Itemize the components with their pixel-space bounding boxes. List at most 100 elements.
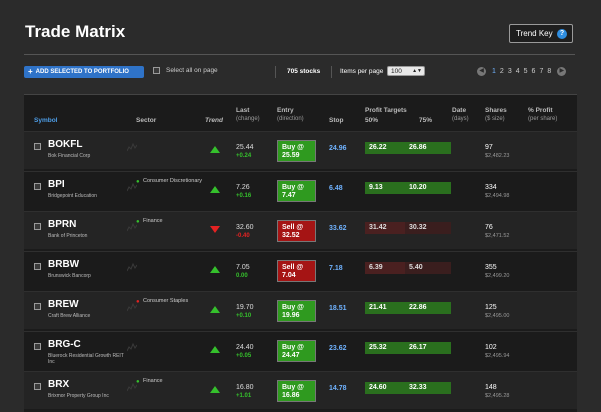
profit-target-75: 26.17 [405,342,451,354]
shares-dollar-size: $2,495.94 [485,353,510,359]
row-checkbox[interactable] [34,183,41,190]
page-link-1[interactable]: 1 [492,68,496,75]
symbol-link[interactable]: BOKFL [48,139,83,150]
prev-page-icon[interactable]: ◀ [477,67,486,76]
col-last[interactable]: Last (change) [236,107,260,123]
stop-price: 33.62 [329,225,347,232]
sector-cell: ● Finance [136,378,206,385]
symbol-link[interactable]: BRG-C [48,339,81,350]
items-per-page-label: Items per page [340,68,384,75]
sector-cell: ● Consumer Staples [136,298,206,305]
price-change: +0.24 [236,153,252,159]
last-price: 25.44 [236,144,254,151]
profit-target-75: 32.33 [405,382,451,394]
sector-cell: ● Finance [136,218,206,225]
col-trend[interactable]: Trend [205,117,223,124]
profit-target-50: 21.41 [365,302,405,314]
shares-dollar-size: $2,495.00 [485,313,510,319]
price-change: -0.40 [236,233,250,239]
page-link-8[interactable]: 8 [547,68,552,75]
stop-price: 6.48 [329,185,343,192]
shares-dollar-size: $2,494.98 [485,193,510,199]
add-to-portfolio-button[interactable]: + ADD SELECTED TO PORTFOLIO [24,66,144,78]
col-date[interactable]: Date (days) [452,107,469,123]
row-checkbox[interactable] [34,143,41,150]
stop-price: 18.51 [329,305,347,312]
page-link-5[interactable]: 5 [523,68,528,75]
items-per-page-select[interactable]: 100 ▲▼ [387,66,425,76]
stop-price: 23.62 [329,345,347,352]
select-all-control[interactable]: Select all on page [153,67,218,74]
col-pct-profit-label: % Profit [528,107,553,114]
symbol-link[interactable]: BPRN [48,219,77,230]
shares-count: 355 [485,264,497,271]
row-checkbox[interactable] [34,303,41,310]
sector-label: Finance [143,378,163,384]
col-pt50[interactable]: 50% [365,117,379,124]
company-name: Bok Financial Corp [48,153,91,159]
price-change: 0.00 [236,273,248,279]
next-page-icon[interactable]: ▶ [557,67,567,76]
stock-count: 705 stocks [287,68,321,75]
symbol-link[interactable]: BPI [48,179,65,190]
table-row[interactable]: BOKFL Bok Financial Corp 25.44 +0.24 Buy… [24,131,577,169]
shares-dollar-size: $2,499.20 [485,273,510,279]
col-pt75[interactable]: 75% [419,117,433,124]
trend-up-arrow-icon [210,306,220,313]
table-row[interactable]: BPRN Bank of Princeton ● Finance 32.60 -… [24,211,577,249]
sparkline-icon [127,182,137,192]
last-price: 7.05 [236,264,250,271]
items-per-page-value: 100 [391,68,402,75]
trend-up-arrow-icon [210,146,220,153]
sparkline-icon [127,342,137,352]
price-change: +0.10 [236,313,252,319]
table-row[interactable]: BRX Brixmor Property Group Inc ● Finance… [24,371,577,409]
select-all-checkbox[interactable] [153,67,160,74]
page-link-4[interactable]: 4 [515,68,520,75]
company-name: Craft Brew Alliance [48,313,91,319]
company-name: Brunswick Bancorp [48,273,91,279]
col-symbol[interactable]: Symbol [34,117,58,124]
row-checkbox[interactable] [34,263,41,270]
col-entry-sub: (direction) [277,116,304,122]
col-stop[interactable]: Stop [329,117,344,124]
trade-table: Symbol Sector Trend Last (change) Entry … [24,94,577,412]
company-name: Brixmor Property Group Inc [48,393,109,399]
symbol-link[interactable]: BREW [48,299,79,310]
trend-key-button[interactable]: Trend Key ? [509,24,573,43]
table-row[interactable]: BRBW Brunswick Bancorp 7.05 0.00 Sell @ … [24,251,577,289]
page-link-6[interactable]: 6 [531,68,536,75]
last-price: 24.40 [236,344,254,351]
add-to-portfolio-label: ADD SELECTED TO PORTFOLIO [35,69,129,75]
symbol-link[interactable]: BRX [48,379,70,390]
col-pct-profit[interactable]: % Profit (per share) [528,107,557,123]
sector-label: Consumer Discretionary [143,178,202,184]
profit-target-50: 31.42 [365,222,405,234]
page-link-7[interactable]: 7 [539,68,544,75]
col-shares[interactable]: Shares ($ size) [485,107,507,123]
sparkline-icon [127,222,137,232]
entry-direction-badge: Buy @ 7.47 [277,180,316,202]
entry-direction-badge: Buy @ 16.86 [277,380,316,402]
page-link-3[interactable]: 3 [507,68,512,75]
profit-target-75: 10.20 [405,182,451,194]
row-checkbox[interactable] [34,223,41,230]
row-checkbox[interactable] [34,383,41,390]
col-shares-sub: ($ size) [485,116,505,122]
table-row[interactable]: BRG-C Bluerock Residential Growth REIT I… [24,331,577,369]
table-row[interactable]: BREW Craft Brew Alliance ● Consumer Stap… [24,291,577,329]
col-entry-label: Entry [277,107,294,114]
col-sector[interactable]: Sector [136,117,157,124]
row-checkbox[interactable] [34,343,41,350]
entry-direction-badge: Buy @ 19.96 [277,300,316,322]
symbol-link[interactable]: BRBW [48,259,80,270]
trend-up-arrow-icon [210,186,220,193]
col-entry[interactable]: Entry (direction) [277,107,304,123]
company-name: Bank of Princeton [48,233,88,239]
company-name: Bridgepoint Education [48,193,97,199]
page-link-2[interactable]: 2 [499,68,504,75]
entry-direction-badge: Sell @ 32.52 [277,220,316,242]
table-row[interactable]: BPI Bridgepoint Education ● Consumer Dis… [24,171,577,209]
profit-target-50: 26.22 [365,142,405,154]
